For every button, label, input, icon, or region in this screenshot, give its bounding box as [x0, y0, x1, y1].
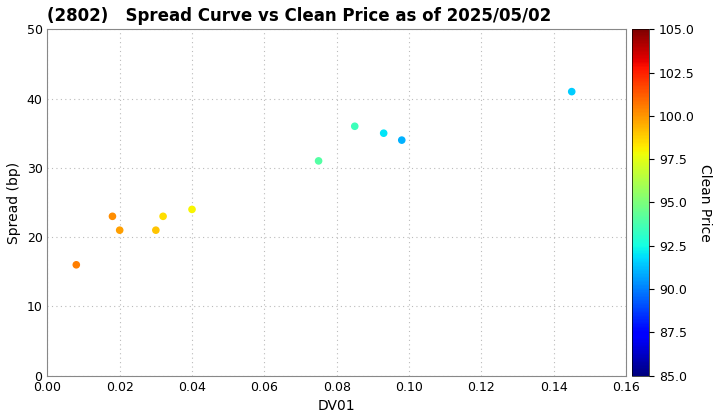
Point	[71, 261, 82, 268]
X-axis label: DV01: DV01	[318, 399, 356, 413]
Y-axis label: Clean Price: Clean Price	[698, 163, 711, 241]
Point	[158, 213, 169, 220]
Y-axis label: Spread (bp): Spread (bp)	[7, 161, 21, 244]
Point	[186, 206, 198, 213]
Point	[107, 213, 118, 220]
Point	[566, 88, 577, 95]
Point	[114, 227, 125, 234]
Point	[312, 158, 324, 164]
Point	[349, 123, 361, 130]
Text: (2802)   Spread Curve vs Clean Price as of 2025/05/02: (2802) Spread Curve vs Clean Price as of…	[48, 7, 552, 25]
Point	[150, 227, 161, 234]
Point	[378, 130, 390, 136]
Point	[396, 137, 408, 144]
